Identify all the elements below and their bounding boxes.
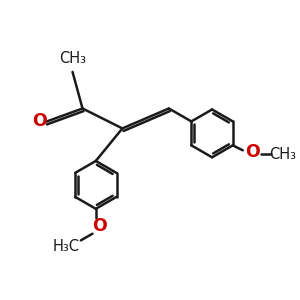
Text: CH₃: CH₃: [269, 147, 296, 162]
Text: CH₃: CH₃: [59, 51, 86, 66]
Text: H₃C: H₃C: [53, 238, 80, 253]
Text: O: O: [92, 217, 106, 235]
Text: O: O: [245, 143, 260, 161]
Text: O: O: [33, 112, 47, 130]
